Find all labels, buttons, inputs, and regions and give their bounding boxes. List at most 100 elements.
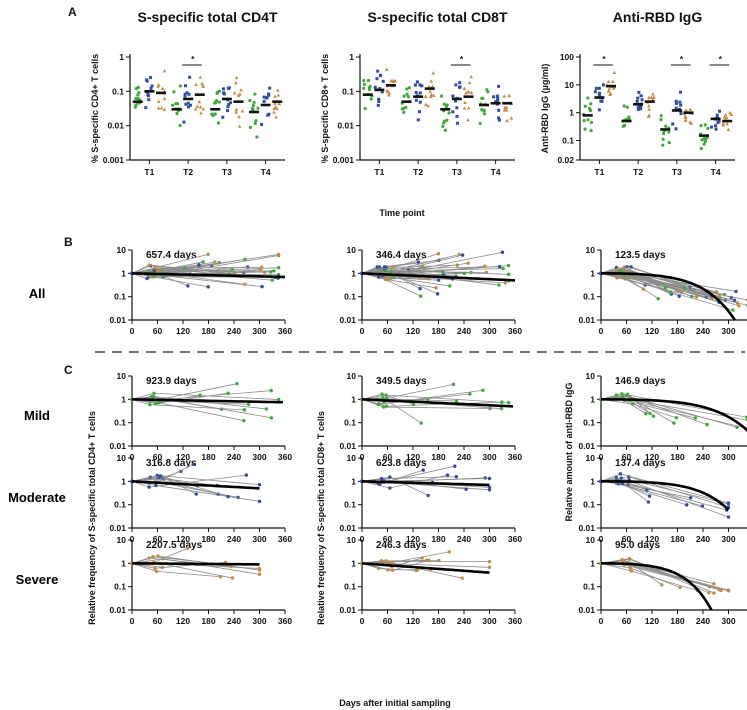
point-mild [478,121,482,126]
a-xlabel: Time point [379,208,424,218]
individual-point [154,569,159,574]
point-mild [661,137,665,141]
individual-point [454,399,459,403]
individual-point [468,392,472,396]
point-mild [589,120,594,124]
point-severe [651,97,655,101]
individual-point [660,583,664,587]
point-mild [482,112,487,116]
individual-point [411,402,416,407]
y-tick-label: 1 [590,476,595,486]
point-mild [625,105,629,109]
half-life-label: 2207.5 days [146,540,203,551]
point-moderate [146,94,150,98]
x-tick-label: 360 [508,534,522,544]
point-moderate [260,122,264,126]
x-tick-label: 240 [457,452,471,462]
point-moderate [678,90,682,94]
individual-line [383,478,490,482]
point-mild [254,119,258,123]
point-mild [586,96,590,100]
point-mild [664,124,668,128]
point-severe [159,106,164,110]
panel-c-sev-cd4: 10 1 0.1 0.01 0 60 120 180 240 300 360 2207.5 days [109,535,292,626]
individual-point [615,275,620,280]
point-severe [427,84,431,89]
individual-line [382,251,503,277]
point-severe [469,90,474,95]
x-tick-label: 60 [153,534,163,544]
individual-point [466,261,470,265]
point-moderate [451,94,455,98]
x-tick-label: 180 [431,326,445,336]
y-tick-label: 0.001 [333,155,355,165]
individual-point [488,406,492,411]
half-life-label: 349.5 days [376,376,427,387]
point-severe [724,115,729,120]
fit-curve [601,480,730,511]
point-severe [276,93,281,97]
y-tick-label: 0.01 [339,315,356,325]
x-tick-label: T1 [374,167,384,177]
x-tick-label: 300 [482,616,496,626]
individual-line [149,383,238,402]
point-moderate [418,83,422,87]
point-mild [174,102,178,106]
individual-point [689,496,693,500]
x-tick-label: 300 [721,616,735,626]
point-moderate [451,110,455,114]
y-tick-label: 10 [117,535,127,545]
individual-point [656,296,660,301]
individual-point [707,591,711,595]
y-tick-label: 10 [117,245,127,255]
point-mild [705,136,709,140]
point-moderate [597,108,601,112]
point-moderate [601,83,605,87]
point-severe [156,106,161,110]
point-moderate [497,84,501,88]
point-moderate [496,96,500,100]
point-moderate [674,127,678,131]
point-moderate [639,94,643,98]
individual-line [381,476,457,479]
point-mild [178,123,182,128]
point-severe [162,96,167,101]
individual-point [737,304,741,308]
panel-a-1: S-specific total CD4T % S-specific CD4+ T… [90,9,285,177]
point-moderate [262,95,266,99]
y-tick-label: 1 [351,476,356,486]
individual-line [158,481,239,498]
individual-point [481,388,485,392]
point-severe [466,90,470,94]
point-moderate [147,98,151,102]
y-tick-label: 0.02 [557,155,574,165]
x-tick-label: 0 [130,452,135,462]
x-tick-label: 60 [153,616,163,626]
point-severe [612,70,617,75]
point-severe [198,75,203,79]
fit-curve [131,272,285,279]
individual-point [682,286,687,290]
point-severe [234,80,238,85]
individual-point [226,391,230,395]
point-severe [723,112,728,117]
x-tick-label: 360 [508,452,522,462]
individual-point [677,294,681,298]
x-tick-label: 180 [670,616,684,626]
x-tick-label: 0 [599,616,604,626]
individual-point [651,414,656,418]
significance-star: * [191,54,195,64]
point-mild [667,130,671,134]
point-severe [232,91,237,95]
individual-point [663,286,668,290]
point-mild [481,96,485,101]
individual-point [645,488,649,492]
individual-point [257,568,262,572]
individual-line [155,485,260,502]
individual-point [455,263,460,267]
point-moderate [226,105,230,109]
point-mild [485,88,489,92]
chart-title: Anti-RBD IgG [613,9,703,25]
point-severe [606,89,611,93]
